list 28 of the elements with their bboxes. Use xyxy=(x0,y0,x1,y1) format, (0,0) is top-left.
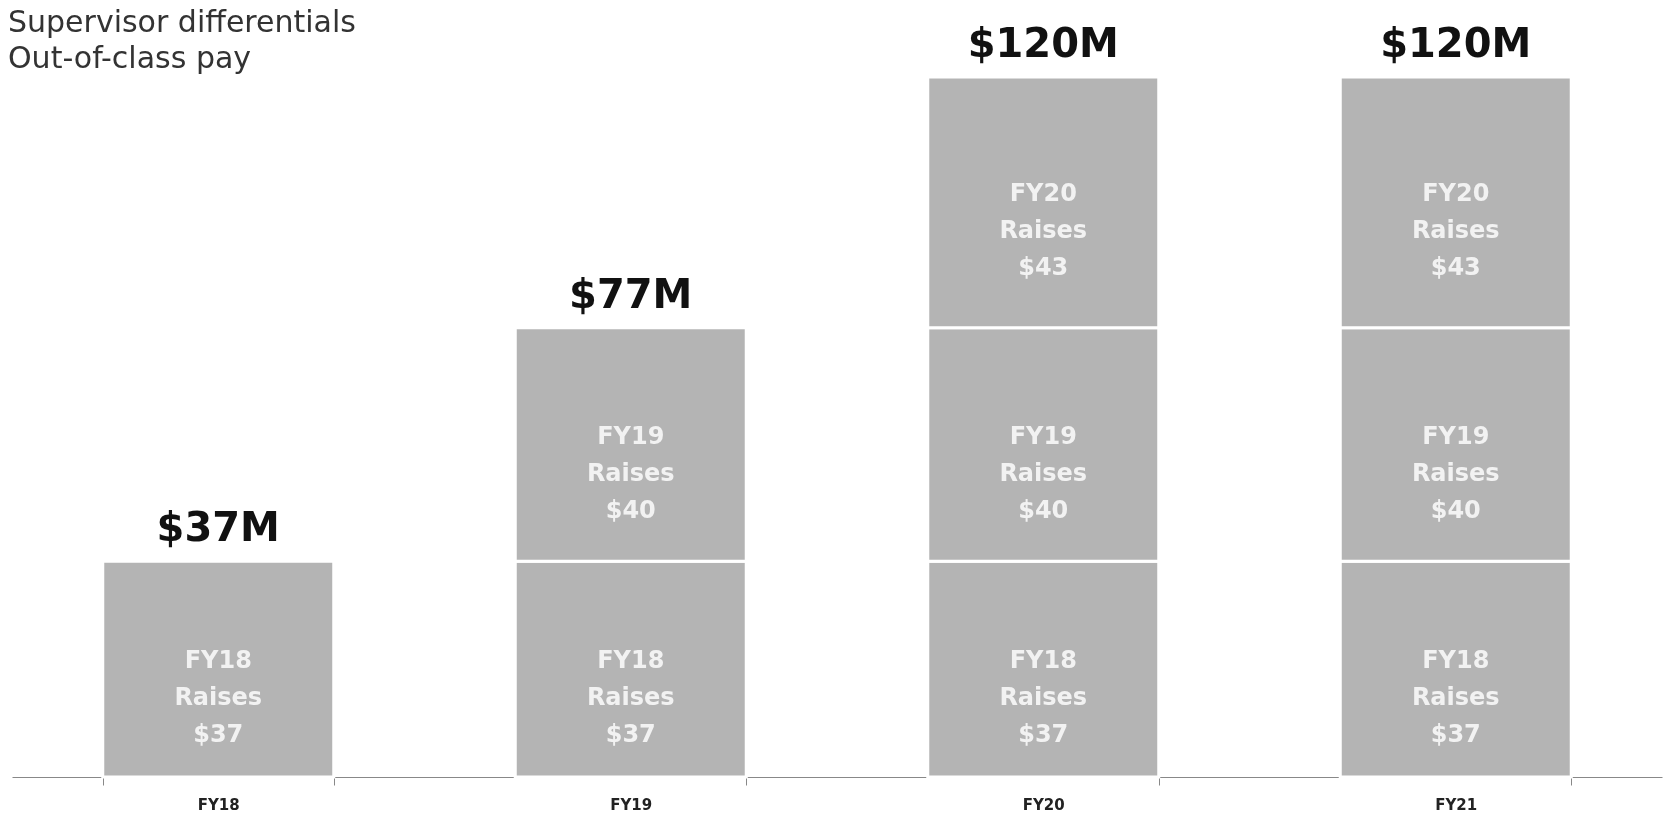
text: FY19 Raises xyxy=(586,421,675,487)
text: Supervisor differentials xyxy=(8,4,356,40)
text: FY18 Raises xyxy=(999,646,1088,712)
data-label: $43 xyxy=(1430,253,1481,282)
text: FY20 Raises xyxy=(1411,179,1500,245)
text: FY19 Raises xyxy=(1411,421,1500,487)
data-label: $40 xyxy=(1018,495,1069,524)
text: FY18 Raises xyxy=(586,646,675,712)
data-label: $37 xyxy=(1018,720,1069,749)
total-label: $120M xyxy=(967,20,1119,66)
series-label: FY18 Raises xyxy=(174,646,263,712)
text: FY18 Raises xyxy=(1411,646,1500,712)
series-label: FY20 Raises xyxy=(999,179,1088,245)
x-tick-label: FY21 xyxy=(1435,795,1478,814)
total-label: $77M xyxy=(569,270,693,317)
data-label: $37 xyxy=(193,720,244,749)
data-label: $37 xyxy=(1430,720,1481,749)
total-label: $37M xyxy=(156,504,280,551)
data-label: $40 xyxy=(1430,495,1481,524)
series-label: FY19 Raises xyxy=(999,421,1088,487)
text: Out-of-class pay xyxy=(8,40,253,76)
data-label: $37 xyxy=(605,720,656,749)
x-tick-label: FY20 xyxy=(1022,795,1065,814)
total-label: $120M xyxy=(1380,20,1532,66)
data-label: $43 xyxy=(1018,253,1069,282)
x-tick-label: FY19 xyxy=(610,795,653,814)
data-label: $40 xyxy=(605,495,656,524)
x-tick-label: FY18 xyxy=(197,795,240,814)
